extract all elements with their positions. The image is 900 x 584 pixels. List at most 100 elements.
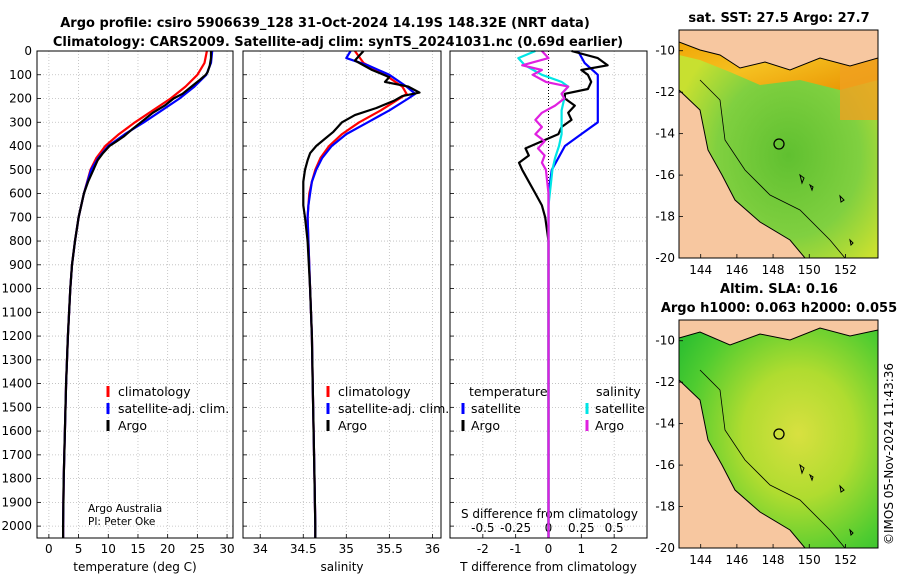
sst-map-title: sat. SST: 27.5 Argo: 27.7 — [688, 11, 869, 26]
depth-tick-label: 1200 — [1, 329, 32, 343]
difference-xtick-label: -1 — [510, 542, 522, 556]
depth-tick-label: 100 — [9, 68, 32, 82]
legend-temperature-label: satellite — [471, 401, 521, 416]
salinity-xtick-label: 35 — [339, 542, 354, 556]
difference-series-t-argo — [517, 49, 609, 538]
salinity-legend-label: satellite-adj. clim. — [338, 401, 449, 416]
depth-tick-label: 400 — [9, 139, 32, 153]
temperature-xtick-label: 25 — [190, 542, 205, 556]
sst-landmass-australia — [679, 90, 805, 258]
difference-xtick-label: 0 — [545, 542, 553, 556]
salinity-series-argo — [302, 50, 421, 538]
salinity-xtick-label: 34.5 — [290, 542, 317, 556]
sla-map-axes: 144 146 148 150 152 -10 -12 -14 -16 -18 -20 — [655, 334, 856, 567]
salinity-legend-label: climatology — [338, 384, 411, 399]
salinity-axes-frame — [242, 50, 442, 539]
sla-argo-location-marker — [773, 428, 785, 440]
salinity-xtick-label: 36 — [425, 542, 440, 556]
depth-tick-label: 1000 — [1, 282, 32, 296]
legend-temperature-label: Argo — [471, 418, 500, 433]
depth-tick-label: 1100 — [1, 305, 32, 319]
salinity-legend-label: Argo — [338, 418, 367, 433]
depth-tick-label: 600 — [9, 187, 32, 201]
depth-tick-label: 900 — [9, 258, 32, 272]
temperature-legend-label: climatology — [118, 384, 191, 399]
depth-tick-label: 800 — [9, 234, 32, 248]
depth-tick-label: 1600 — [1, 424, 32, 438]
salinity-series-satellite-adj-clim- — [306, 50, 417, 538]
sla-map: Altim. SLA: 0.16 Argo h1000: 0.063 h2000… — [655, 282, 897, 567]
map-ytick-label: -18 — [655, 210, 675, 224]
difference-xtick-label: -2 — [477, 542, 489, 556]
depth-tick-label: 1900 — [1, 495, 32, 509]
map-xtick-label: 150 — [798, 263, 821, 277]
depth-tick-label: 300 — [9, 115, 32, 129]
depth-tick-label: 700 — [9, 210, 32, 224]
sst-reefs — [799, 173, 854, 247]
temperature-series-climatology — [61, 50, 208, 538]
depth-tick-label: 1300 — [1, 353, 32, 367]
map-ytick-label: -20 — [655, 541, 675, 555]
map-xtick-label: 152 — [834, 553, 857, 567]
map-xtick-label: 144 — [689, 553, 712, 567]
figure-title-line2: Climatology: CARS2009. Satellite-adj cli… — [53, 35, 623, 50]
sla-coastline — [679, 379, 806, 548]
map-ytick-label: -20 — [655, 251, 675, 265]
sla-landmass-australia — [679, 380, 805, 548]
temperature-axes-frame — [36, 50, 234, 539]
map-xtick-label: 148 — [762, 263, 785, 277]
legend-salinity-label: Argo — [595, 418, 624, 433]
temperature-series-argo — [61, 51, 213, 538]
sst-map: sat. SST: 27.5 Argo: 27.7 144 146 148 150 15… — [655, 11, 879, 277]
difference-series-s-satellite — [517, 49, 570, 538]
map-xtick-label: 144 — [689, 263, 712, 277]
difference-series-s-argo — [521, 50, 570, 538]
sst-coastline-north — [679, 41, 878, 71]
sst-map-axes: 144 146 148 150 152 -10 -12 -14 -16 -18 -20 — [655, 44, 856, 277]
map-ytick-label: -10 — [655, 334, 675, 348]
sst-isobath — [699, 79, 846, 258]
sla-reefs — [799, 463, 854, 537]
temperature-xtick-label: 5 — [75, 542, 83, 556]
salinity-series-climatology — [306, 50, 408, 538]
map-xtick-label: 146 — [725, 553, 748, 567]
difference-xtick-label: 1 — [578, 542, 586, 556]
sla-isobath — [699, 369, 846, 548]
temperature-panel: 0100200300400500600700800900100011001200… — [1, 44, 234, 574]
credit-line2: PI: Peter Oke — [88, 516, 155, 528]
temperature-xtick-label: 10 — [101, 542, 116, 556]
difference-xtick-label: 2 — [610, 542, 618, 556]
difference-xlabel: T difference from climatology — [459, 560, 637, 574]
difference-series-t-satellite — [547, 50, 599, 538]
temperature-xtick-label: 30 — [219, 542, 234, 556]
map-ytick-label: -10 — [655, 44, 675, 58]
legend-salinity-title: salinity — [596, 384, 641, 399]
figure-title-line1: Argo profile: csiro 5906639_128 31-Oct-2… — [60, 16, 590, 31]
map-xtick-label: 148 — [762, 553, 785, 567]
sst-argo-location-marker — [773, 138, 785, 150]
s-difference-tick-label: -0.5 — [471, 521, 494, 535]
difference-axes-frame — [449, 50, 648, 539]
map-ytick-label: -14 — [655, 127, 675, 141]
map-xtick-label: 152 — [834, 263, 857, 277]
legend-salinity-label: satellite — [595, 401, 645, 416]
depth-tick-label: 500 — [9, 163, 32, 177]
temperature-xlabel: temperature (deg C) — [73, 560, 196, 574]
s-difference-tick-label: -0.25 — [500, 521, 531, 535]
salinity-xtick-label: 34 — [253, 542, 268, 556]
salinity-xtick-label: 35.5 — [376, 542, 403, 556]
map-xtick-label: 150 — [798, 553, 821, 567]
sst-map-frame — [678, 29, 879, 259]
map-ytick-label: -12 — [655, 375, 675, 389]
s-difference-tick-label: 0.25 — [568, 521, 595, 535]
depth-tick-label: 1700 — [1, 448, 32, 462]
depth-tick-label: 1400 — [1, 377, 32, 391]
map-ytick-label: -12 — [655, 85, 675, 99]
depth-tick-label: 1800 — [1, 472, 32, 486]
depth-tick-label: 200 — [9, 92, 32, 106]
map-xtick-label: 146 — [725, 263, 748, 277]
s-difference-tick-label: 0.5 — [605, 521, 624, 535]
legend-temperature-title: temperature — [469, 384, 548, 399]
sla-landmass-north — [679, 320, 878, 345]
